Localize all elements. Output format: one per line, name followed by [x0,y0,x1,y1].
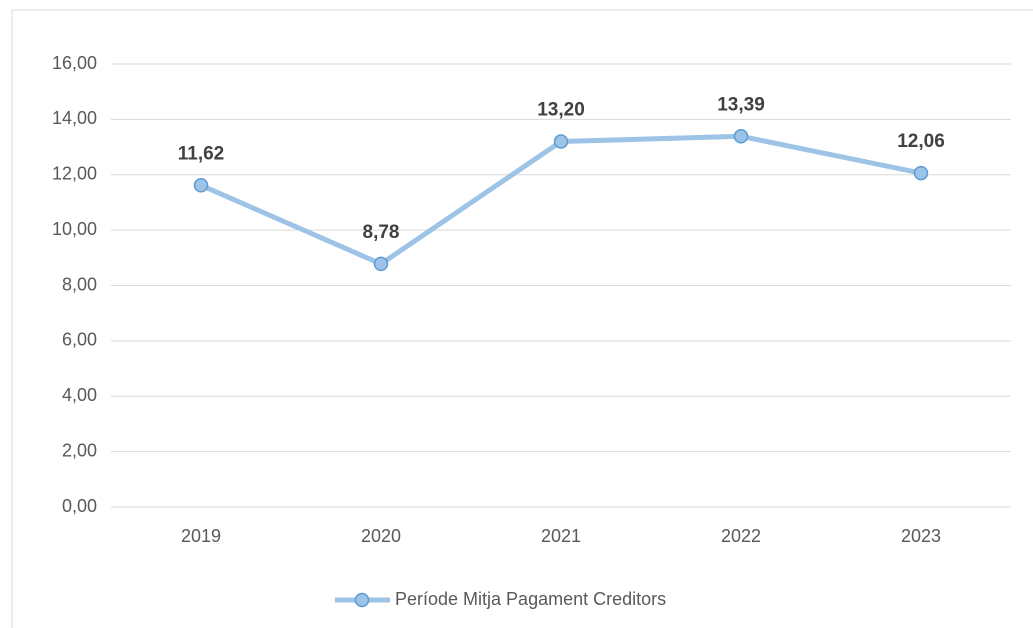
data-label: 13,39 [717,94,765,115]
x-tick-label: 2023 [901,526,941,546]
data-point [193,178,209,193]
y-tick-label: 0,00 [62,496,97,516]
x-tick-label: 2021 [541,526,581,546]
data-point [373,256,389,272]
y-tick-label: 14,00 [52,108,97,128]
data-label: 11,62 [178,143,225,164]
y-tick-label: 6,00 [62,330,97,350]
y-tick-label: 10,00 [52,219,97,239]
y-tick-label: 8,00 [62,274,97,294]
legend-marker [354,592,370,608]
data-point [913,165,929,181]
y-tick-label: 2,00 [62,440,97,460]
data-label: 8,78 [363,222,400,243]
x-tick-label: 2019 [181,526,221,546]
x-tick-label: 2020 [361,526,401,546]
y-tick-label: 16,00 [52,53,97,73]
y-tick-label: 4,00 [62,385,97,405]
y-tick-label: 12,00 [52,164,97,184]
x-tick-label: 2022 [721,526,761,546]
data-label: 13,20 [537,100,585,121]
data-point [553,134,569,149]
series-line [199,133,922,267]
legend-label: Període Mitja Pagament Creditors [395,589,666,609]
chart-border [11,9,1033,628]
data-point [733,129,749,144]
data-label: 12,06 [897,131,945,152]
